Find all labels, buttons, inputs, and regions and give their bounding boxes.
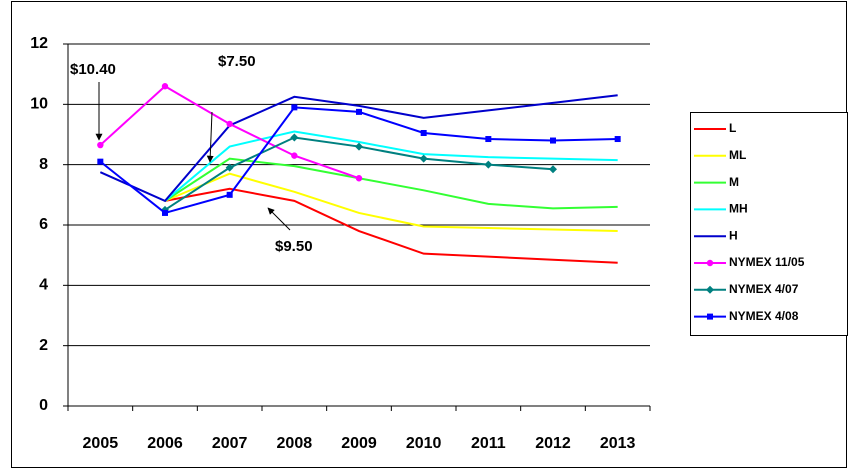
point <box>97 158 104 165</box>
y-tick-label: 12 <box>30 35 48 52</box>
legend-label: H <box>729 228 738 242</box>
legend-label: ML <box>729 148 746 162</box>
series-line <box>164 172 618 233</box>
point <box>291 104 298 111</box>
annotation: $10.40 <box>70 61 116 78</box>
point <box>356 108 362 115</box>
point <box>226 120 233 128</box>
legend-label: NYMEX 11/05 <box>729 255 805 269</box>
point <box>706 285 714 294</box>
legend-label: L <box>729 121 736 135</box>
point <box>707 313 713 320</box>
y-tick-label: 0 <box>39 397 48 414</box>
point <box>484 160 493 169</box>
point <box>550 137 556 144</box>
point <box>355 175 363 182</box>
y-tick-label: 10 <box>30 96 48 113</box>
point <box>419 154 428 163</box>
y-tick-label: 4 <box>39 277 48 294</box>
y-tick-label: 2 <box>39 337 48 354</box>
legend-label: MH <box>729 202 748 216</box>
annotation-arrow <box>267 207 291 231</box>
point <box>614 136 621 143</box>
series-line <box>164 187 618 264</box>
x-tick-label: 2006 <box>147 435 183 452</box>
point <box>161 83 169 90</box>
legend-box <box>690 112 848 336</box>
legend-label: NYMEX 4/07 <box>729 282 799 296</box>
x-tick-label: 2005 <box>83 435 119 452</box>
point <box>225 163 234 172</box>
point <box>549 165 557 174</box>
x-tick-label: 2009 <box>341 435 377 452</box>
point <box>290 133 299 142</box>
x-tick-label: 2013 <box>600 435 636 452</box>
x-tick-label: 2007 <box>212 435 248 452</box>
x-tick-label: 2012 <box>535 435 571 452</box>
y-tick-label: 6 <box>39 216 48 233</box>
point <box>97 141 104 149</box>
point <box>226 191 233 198</box>
series-line <box>164 157 618 210</box>
x-tick-label: 2008 <box>277 435 313 452</box>
legend-label: NYMEX 4/08 <box>729 309 799 323</box>
point <box>162 209 168 216</box>
annotation-arrow <box>206 111 214 163</box>
point <box>706 259 714 267</box>
series-line <box>164 130 618 202</box>
annotation: $9.50 <box>275 238 313 255</box>
legend-label: M <box>729 175 739 189</box>
point <box>291 152 298 159</box>
point <box>485 136 492 143</box>
x-tick-label: 2011 <box>471 435 506 452</box>
point <box>355 142 363 151</box>
series-line <box>99 94 618 203</box>
point <box>420 129 427 136</box>
x-tick-label: 2010 <box>406 435 442 452</box>
y-tick-label: 8 <box>39 156 48 173</box>
annotation: $7.50 <box>218 53 256 70</box>
